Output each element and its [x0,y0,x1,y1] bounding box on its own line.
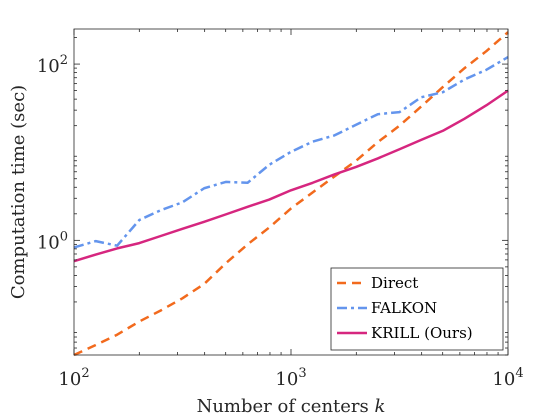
series-line-krill-ours [73,89,509,263]
legend-entry-label: Direct [371,274,418,292]
axes-layer: 102 103 104 100 102 [37,29,524,390]
x-axis-label-variable: k [375,396,386,417]
y-tick-label: 100 [37,229,68,253]
legend-entry-label: FALKON [371,299,437,317]
x-tick-label: 103 [275,366,306,390]
x-tick-label: 104 [492,366,523,390]
x-tick-label: 102 [58,366,89,390]
x-axis-label: Number of centers k [197,396,386,417]
x-axis-label-text: Number of centers [197,396,375,417]
series-line-direct [73,31,509,357]
y-tick-label: 102 [37,53,68,77]
legend-entry-label: KRILL (Ours) [371,324,473,342]
y-axis-label: Computation time (sec) [8,85,29,299]
series-layer [73,31,509,357]
series-line-falkon [73,56,509,249]
legend: Direct FALKON KRILL (Ours) [330,267,504,351]
